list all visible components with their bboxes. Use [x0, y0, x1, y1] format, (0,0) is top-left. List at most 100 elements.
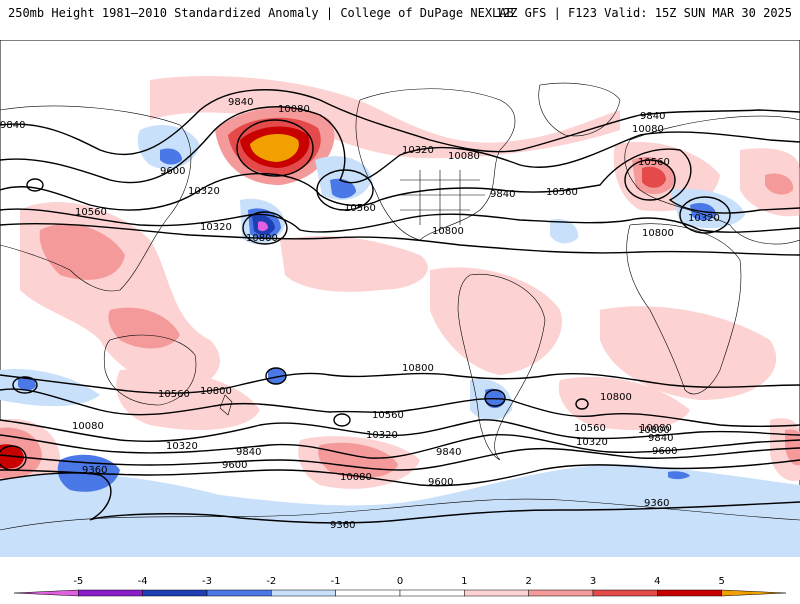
contour-10560-north [0, 208, 800, 233]
closed-low-south-indian [12, 376, 38, 394]
anomaly-shading [0, 75, 800, 557]
coast-north-america [355, 88, 516, 241]
anomaly-pos2-right-east [765, 173, 794, 195]
anomaly-neg2-gulf-alaska [330, 178, 356, 199]
contour-10320-north [0, 148, 800, 214]
anomaly-neg2-bering [160, 148, 182, 165]
contour-label: 10560 [372, 410, 404, 421]
colorbar-swatch [464, 589, 529, 597]
map-header: 250mb Height 1981–2010 Standardized Anom… [0, 0, 800, 24]
contour-label: 10560 [638, 157, 670, 168]
map-title: 250mb Height 1981–2010 Standardized Anom… [8, 6, 514, 20]
coast-antarctica [0, 498, 800, 531]
closed-low-hawaii [242, 211, 288, 245]
contour-label: 10800 [600, 392, 632, 403]
contour-9840-south [0, 447, 800, 471]
colorbar-swatch [399, 589, 465, 597]
colorbar-swatch [13, 589, 79, 597]
coast-new-zealand [219, 394, 233, 416]
colorbar-tick-label: -4 [138, 576, 148, 587]
contour-label: 9840 [0, 120, 25, 131]
contour-label: 9360 [330, 520, 355, 531]
contour-label: 10080 [640, 423, 672, 434]
anomaly-pos1-africa [600, 306, 777, 400]
contour-10560-south [0, 388, 800, 428]
colorbar-tick-label: -5 [73, 576, 83, 587]
closed-low-left-edge [0, 445, 27, 471]
colorbar-tick-label: 3 [590, 576, 596, 587]
contour-9360-south [0, 472, 800, 524]
closed-low-siberia [26, 178, 44, 192]
colorbar-tick-label: 2 [525, 576, 531, 587]
contour-label: 10080 [448, 151, 480, 162]
colorbar-swatch [206, 589, 272, 597]
contour-label: 9840 [640, 111, 665, 122]
contour-10800-south [0, 372, 800, 394]
contour-label: 9360 [82, 465, 107, 476]
anomaly-neg1-atlantic [550, 219, 579, 244]
contour-label: 10560 [546, 187, 578, 198]
coast-eurasia [624, 115, 800, 245]
colorbar-swatch [592, 589, 658, 597]
anomaly-pos2-right-edge-south [785, 429, 800, 466]
contour-label: 10080 [278, 104, 310, 115]
anomaly-pos2-indonesia [108, 307, 180, 349]
contour-label: 9840 [648, 433, 673, 444]
coast-greenland [538, 82, 621, 137]
contour-label: 9840 [490, 189, 515, 200]
model-run-label: 12Z GFS | F123 Valid: 15Z SUN MAR 30 202… [495, 6, 792, 20]
closed-low-atlantic-south [575, 398, 589, 410]
anomaly-colorbar: -5 -4 -3 -2 -1 0 1 2 3 4 5 [0, 570, 800, 600]
contour-label: 10800 [402, 363, 434, 374]
contour-label: 10080 [632, 124, 664, 135]
coast-australia [103, 334, 197, 406]
colorbar-tick-label: 1 [461, 576, 467, 587]
colorbar-tick-label: -2 [266, 576, 276, 587]
contour-label: 10080 [72, 421, 104, 432]
contour-label: 10800 [432, 226, 464, 237]
contour-label: 10320 [200, 222, 232, 233]
contour-label: 10800 [246, 233, 278, 244]
anomaly-neg5-hawaii [258, 221, 268, 232]
contour-label: 10320 [366, 430, 398, 441]
closed-high-alaska [236, 119, 314, 177]
colorbar-ticks: -5 -4 -3 -2 -1 0 1 2 3 4 5 [73, 576, 725, 587]
contour-label: 9840 [436, 447, 461, 458]
contour-10080-north [0, 106, 800, 184]
contour-label: 10560 [158, 389, 190, 400]
contour-label: 10800 [200, 386, 232, 397]
colorbar-swatches [13, 589, 787, 597]
contour-label: 10320 [188, 186, 220, 197]
contour-label: 10560 [75, 207, 107, 218]
contour-labels: 9840 10080 9840 9600 10320 10560 10800 1… [0, 97, 720, 531]
closed-low-europe [679, 196, 731, 234]
contour-label: 10800 [638, 425, 670, 436]
world-map: 9840 10080 9840 9600 10320 10560 10800 1… [0, 40, 800, 557]
contour-label: 10320 [688, 213, 720, 224]
coast-africa [626, 223, 742, 395]
contour-label: 10320 [576, 437, 608, 448]
coast-asia-west [0, 105, 192, 292]
colorbar-tick-label: -1 [331, 576, 341, 587]
anomaly-pos3-europe [642, 166, 666, 188]
closed-high-europe [624, 159, 676, 201]
height-contours [0, 89, 800, 524]
colorbar-swatch [271, 589, 336, 597]
contour-label: 9360 [644, 498, 669, 509]
coastlines [0, 82, 800, 531]
anomaly-pos1-south-america [430, 267, 562, 375]
us-state-lines [400, 170, 485, 230]
contour-label: 9600 [222, 460, 247, 471]
colorbar-tick-label: 0 [397, 576, 403, 587]
closed-low-gulf [316, 169, 374, 211]
contour-label: 9600 [160, 166, 185, 177]
anomaly-pos1-north-pacific [150, 75, 620, 159]
contour-label: 9840 [236, 447, 261, 458]
anomaly-pos1-south-atlantic [558, 376, 690, 430]
anomaly-neg1-gulf-alaska [315, 156, 372, 200]
contour-label: 10080 [340, 472, 372, 483]
contour-label: 9840 [228, 97, 253, 108]
colorbar-swatch [528, 589, 594, 597]
colorbar-tick-label: 4 [654, 576, 660, 587]
closed-low-south-pacific [333, 413, 351, 427]
